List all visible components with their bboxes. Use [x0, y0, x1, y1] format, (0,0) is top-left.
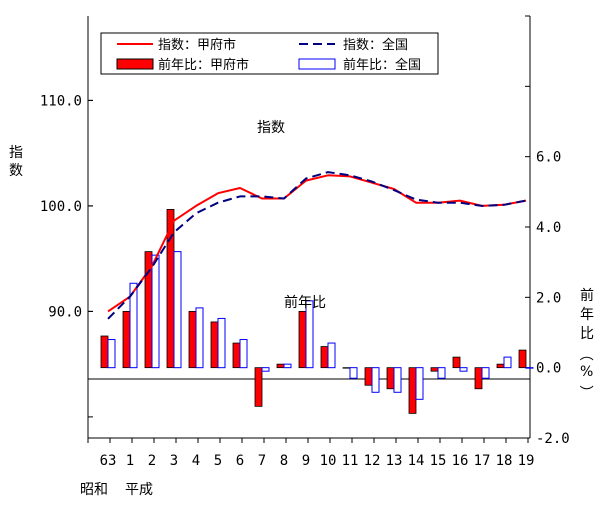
- bar-kofu-yoy: [474, 367, 483, 390]
- right-axis-label-char: 前: [580, 287, 594, 304]
- annotation-index: 指数: [257, 120, 285, 136]
- right-axis-ticks: -2.0 0.0 2.0 4.0 6.0: [525, 15, 570, 447]
- bar-national-yoy: [415, 367, 424, 400]
- bar-national-yoy: [129, 282, 138, 369]
- bar-national-yoy: [503, 356, 512, 369]
- x-axis-tick-label: 5: [214, 453, 222, 469]
- right-axis-label: 前年比 （% ）: [577, 287, 594, 399]
- right-axis-tick-label: 2.0: [536, 290, 561, 306]
- x-axis-tick-label: 16: [452, 453, 469, 469]
- bar-kofu-yoy: [210, 321, 219, 369]
- bar-kofu-yoy: [496, 363, 505, 369]
- x-axis-tick-label: 18: [496, 453, 513, 469]
- bar-kofu-yoy: [518, 349, 527, 369]
- legend-label-kofu-index: 指数：甲府市: [158, 37, 236, 53]
- bar-national-yoy: [481, 367, 490, 379]
- bar-national-yoy: [525, 367, 534, 369]
- left-axis-label-char-2: 数: [9, 163, 23, 179]
- bar-national-yoy: [393, 367, 402, 393]
- bar-national-yoy: [151, 254, 160, 369]
- era-label-showa: 昭和: [80, 482, 108, 498]
- left-axis-tick-label: 100.0: [40, 199, 82, 215]
- x-axis-tick-label: 6: [236, 453, 244, 469]
- bar-series: [100, 209, 534, 414]
- right-axis-label-char: 比: [580, 326, 594, 342]
- bar-kofu-yoy: [254, 367, 263, 407]
- legend-swatch-national-yoy: [298, 58, 336, 70]
- bar-national-yoy: [173, 251, 182, 369]
- bar-kofu-yoy: [452, 356, 461, 369]
- right-axis-label-char: 年: [580, 307, 594, 323]
- bar-national-yoy: [283, 363, 292, 369]
- right-axis-tick-label: 6.0: [536, 150, 561, 166]
- line-national-index: [107, 171, 527, 320]
- bar-kofu-yoy: [232, 342, 241, 369]
- left-axis-tick-label: 110.0: [40, 93, 82, 109]
- bar-national-yoy: [459, 367, 468, 372]
- bar-kofu-yoy: [276, 363, 285, 369]
- right-axis-label-char: ）: [577, 385, 593, 399]
- left-axis-ticks: 90.0 100.0 110.0: [40, 93, 93, 418]
- era-label-heisei: 平成: [125, 482, 153, 498]
- right-axis-tick-label: -2.0: [536, 431, 570, 447]
- x-axis-tick-label: 15: [430, 453, 447, 469]
- x-axis-tick-label: 13: [386, 453, 403, 469]
- legend-box: [100, 32, 439, 75]
- x-axis-tick-label: 12: [364, 453, 381, 469]
- x-axis-tick-label: 2: [148, 453, 156, 469]
- legend-swatch-kofu-yoy: [116, 58, 154, 70]
- line-series: [107, 171, 527, 320]
- x-axis-tick-label: 3: [170, 453, 178, 469]
- bar-kofu-yoy: [430, 367, 439, 372]
- bar-national-yoy: [239, 339, 248, 369]
- legend-label-national-index: 指数：全国: [343, 37, 408, 53]
- right-axis-tick-label: 0.0: [536, 361, 561, 377]
- bar-kofu-yoy: [188, 310, 197, 369]
- bar-kofu-yoy: [320, 346, 329, 369]
- bar-kofu-yoy: [122, 310, 131, 369]
- bar-national-yoy: [107, 339, 116, 369]
- bar-national-yoy: [217, 317, 226, 369]
- annotation-yoy: 前年比: [284, 294, 326, 311]
- bar-national-yoy: [305, 300, 314, 369]
- bar-kofu-yoy: [386, 367, 395, 390]
- x-axis-tick-label: 8: [280, 453, 288, 469]
- bar-kofu-yoy: [100, 335, 109, 369]
- bar-kofu-yoy: [342, 367, 351, 369]
- legend-label-kofu-yoy: 前年比：甲府市: [158, 57, 249, 73]
- x-axis-tick-label: 17: [474, 453, 491, 469]
- x-axis-tick-label: 14: [408, 453, 425, 469]
- x-axis-tick-label: 19: [518, 453, 535, 469]
- bar-national-yoy: [437, 367, 446, 379]
- bar-national-yoy: [195, 307, 204, 369]
- x-axis-tick-label: 4: [192, 453, 200, 469]
- left-axis-tick-label: 90.0: [48, 304, 82, 320]
- right-axis-label-char: （: [577, 347, 593, 361]
- bar-kofu-yoy: [364, 367, 373, 386]
- x-axis-tick-label: 9: [302, 453, 310, 469]
- left-axis-label-char-1: 指: [9, 145, 23, 161]
- bar-kofu-yoy: [298, 310, 307, 369]
- legend-label-national-yoy: 前年比：全国: [343, 57, 421, 73]
- bar-national-yoy: [261, 367, 270, 372]
- bar-national-yoy: [349, 367, 358, 379]
- right-axis-tick-label: 4.0: [536, 220, 561, 236]
- x-axis-tick-label: 7: [258, 453, 266, 469]
- legend: 指数：甲府市 指数：全国 前年比：甲府市 前年比：全国: [100, 32, 439, 75]
- x-axis-tick-label: 63: [100, 453, 117, 469]
- x-axis-ticks: 63 1 2 3 4 5 6 7 8 9 10 11 12 13 14 15 16 17 18 19: [87, 438, 535, 469]
- x-axis-tick-label: 1: [126, 453, 134, 469]
- right-axis-label-char: %: [580, 364, 593, 380]
- bar-national-yoy: [371, 367, 380, 393]
- line-kofu-index: [107, 174, 527, 313]
- bar-kofu-yoy: [408, 367, 417, 414]
- x-axis-tick-label: 11: [342, 453, 359, 469]
- x-axis-tick-label: 10: [320, 453, 337, 469]
- bar-national-yoy: [327, 342, 336, 369]
